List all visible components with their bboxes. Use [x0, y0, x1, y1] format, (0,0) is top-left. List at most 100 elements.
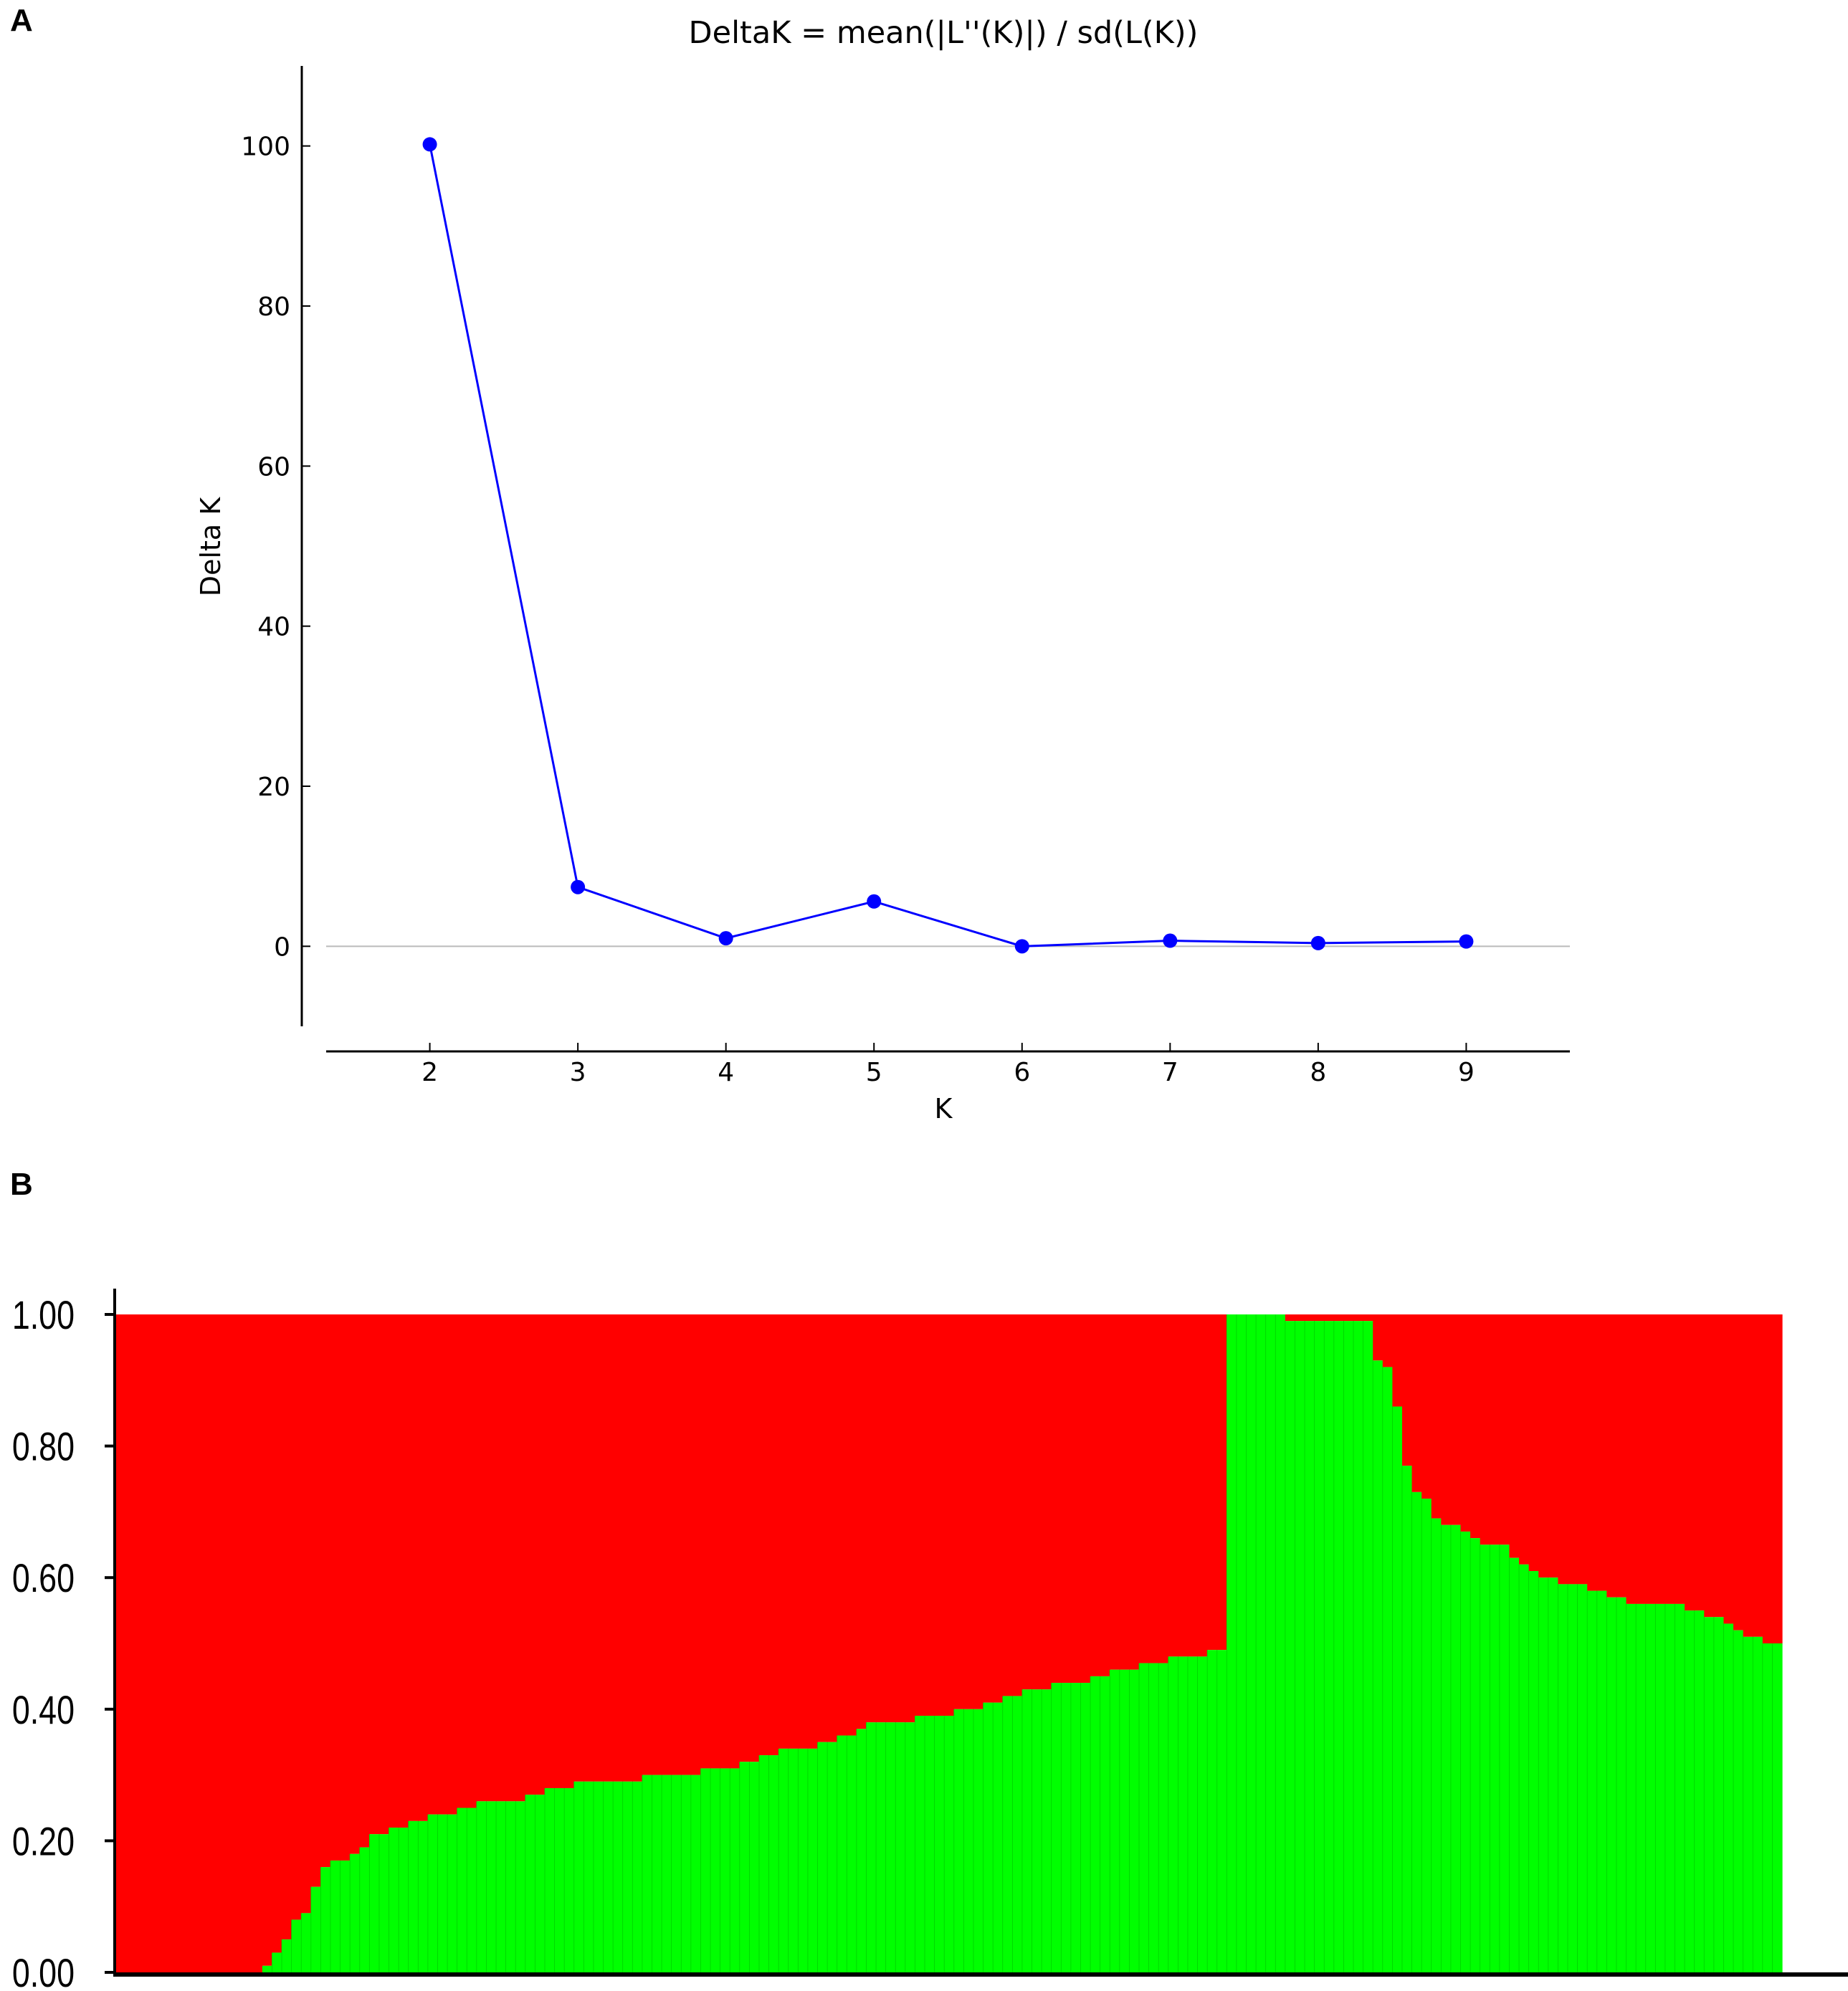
cluster-1-segment	[603, 1314, 614, 1782]
individual-bar	[1333, 1314, 1345, 1972]
individual-bar	[603, 1314, 614, 1972]
cluster-1-segment	[184, 1314, 195, 1972]
cluster-1-segment	[125, 1314, 136, 1972]
cluster-1-segment	[758, 1314, 770, 1756]
cluster-2-segment	[1568, 1584, 1578, 1972]
cluster-2-segment	[535, 1795, 546, 1972]
cluster-1-segment	[1421, 1314, 1432, 1499]
cluster-1-segment	[427, 1314, 439, 1815]
cluster-2-segment	[1636, 1603, 1647, 1972]
cluster-2-segment	[856, 1729, 867, 1972]
cluster-2-segment	[282, 1939, 292, 1972]
individual-bar	[174, 1314, 185, 1972]
individual-bar	[1450, 1314, 1462, 1972]
cluster-1-segment	[145, 1314, 156, 1972]
y-tick-label: 20	[257, 773, 290, 802]
cluster-1-segment	[1509, 1314, 1520, 1558]
cluster-1-segment	[925, 1314, 935, 1716]
individual-bar	[1070, 1314, 1082, 1972]
individual-bar	[544, 1314, 556, 1972]
cluster-1-segment	[895, 1314, 906, 1723]
individual-bar	[729, 1314, 740, 1972]
individual-bar	[768, 1314, 779, 1972]
individual-bar	[642, 1314, 653, 1972]
individual-bar	[1206, 1314, 1218, 1972]
cluster-2-segment	[1080, 1683, 1091, 1972]
cluster-2-segment	[1499, 1544, 1510, 1972]
cluster-1-segment	[408, 1314, 419, 1821]
cluster-2-segment	[700, 1768, 711, 1972]
cluster-2-segment	[915, 1715, 925, 1972]
individual-bar	[671, 1314, 682, 1972]
cluster-1-segment	[1460, 1314, 1471, 1532]
individual-bar	[155, 1314, 166, 1972]
cluster-2-segment	[418, 1820, 429, 1972]
individual-bar	[1158, 1314, 1169, 1972]
individual-bar	[1489, 1314, 1500, 1972]
cluster-1-segment	[204, 1314, 214, 1972]
individual-bar	[1752, 1314, 1763, 1972]
cluster-1-segment	[778, 1314, 789, 1749]
cluster-1-segment	[301, 1314, 312, 1914]
cluster-1-segment	[1100, 1314, 1110, 1676]
individual-bar	[1021, 1314, 1033, 1972]
delta-k-line	[429, 144, 1467, 947]
y-tick-label: 0.40	[12, 1687, 75, 1732]
individual-bar	[1255, 1314, 1267, 1972]
cluster-2-segment	[505, 1801, 516, 1972]
individual-bar	[1733, 1314, 1744, 1972]
individual-bar	[1100, 1314, 1110, 1972]
cluster-1-segment	[1295, 1314, 1305, 1322]
cluster-2-segment	[837, 1735, 847, 1972]
cluster-2-segment	[467, 1808, 477, 1972]
cluster-2-segment	[1373, 1360, 1383, 1972]
individual-bar	[427, 1314, 439, 1972]
individual-bar	[1645, 1314, 1656, 1972]
data-point-k4	[718, 931, 733, 946]
cluster-2-segment	[564, 1787, 575, 1972]
cluster-1-segment	[817, 1314, 828, 1742]
individual-bar	[924, 1314, 935, 1972]
cluster-2-segment	[1353, 1321, 1364, 1972]
cluster-2-segment	[1470, 1538, 1481, 1972]
cluster-1-segment	[1070, 1314, 1082, 1684]
individual-bar	[252, 1314, 263, 1972]
cluster-1-segment	[1596, 1314, 1607, 1591]
individual-bar	[690, 1314, 702, 1972]
x-tick-label: 2	[421, 1058, 438, 1087]
individual-bar	[973, 1314, 984, 1972]
cluster-2-segment	[573, 1781, 584, 1972]
cluster-1-segment	[1490, 1314, 1500, 1545]
cluster-2-segment	[486, 1801, 497, 1972]
individual-bar	[1654, 1314, 1666, 1972]
cluster-1-segment	[613, 1314, 624, 1782]
cluster-2-segment	[681, 1775, 692, 1972]
x-axis-label: K	[935, 1093, 953, 1125]
individual-bar	[720, 1314, 730, 1972]
cluster-1-segment	[340, 1314, 351, 1861]
cluster-1-segment	[291, 1314, 302, 1920]
cluster-1-segment	[155, 1314, 166, 1972]
cluster-1-segment	[1762, 1314, 1773, 1643]
individual-bar	[1323, 1314, 1335, 1972]
individual-bar	[534, 1314, 546, 1972]
cluster-2-segment	[1139, 1663, 1150, 1972]
x-tick-label: 6	[1014, 1058, 1030, 1087]
individual-bar	[242, 1314, 253, 1972]
cluster-1-segment	[1528, 1314, 1539, 1572]
individual-bar	[398, 1314, 409, 1972]
individual-bar	[1577, 1314, 1588, 1972]
cluster-2-segment	[1558, 1584, 1568, 1972]
y-tick-label: 0.60	[12, 1555, 75, 1600]
individual-bar	[1041, 1314, 1052, 1972]
individual-bar	[885, 1314, 896, 1972]
cluster-2-segment	[1431, 1518, 1442, 1972]
individual-bar	[622, 1314, 633, 1972]
cluster-2-segment	[876, 1722, 887, 1972]
individual-bar	[1480, 1314, 1490, 1972]
cluster-2-segment	[1070, 1683, 1082, 1972]
cluster-2-segment	[739, 1762, 750, 1972]
individual-bar	[349, 1314, 361, 1972]
individual-bar	[1129, 1314, 1140, 1972]
cluster-2-segment	[593, 1781, 604, 1972]
